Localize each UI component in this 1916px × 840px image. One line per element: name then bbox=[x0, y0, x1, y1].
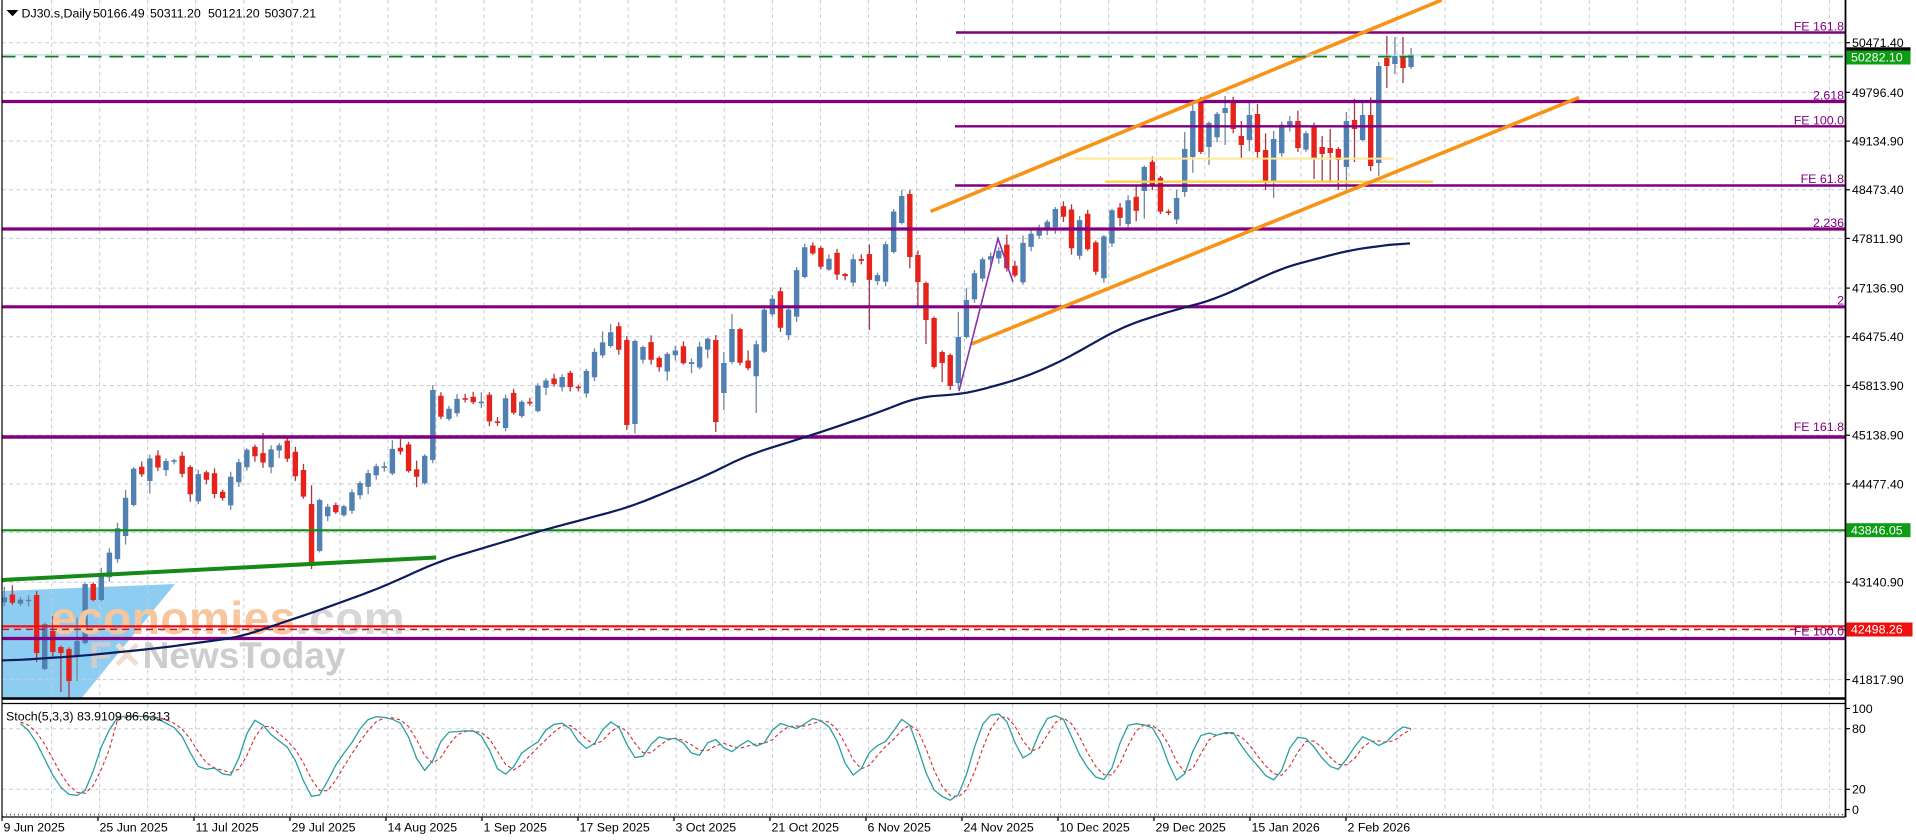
svg-text:24 Nov 2025: 24 Nov 2025 bbox=[964, 821, 1034, 835]
svg-text:FE 161.8: FE 161.8 bbox=[1794, 20, 1844, 34]
svg-text:economies.com: economies.com bbox=[51, 592, 405, 644]
svg-text:50121.20: 50121.20 bbox=[208, 7, 260, 21]
svg-text:15 Jan 2026: 15 Jan 2026 bbox=[1252, 821, 1320, 835]
svg-text:F✕NewsToday: F✕NewsToday bbox=[89, 635, 346, 676]
svg-text:80: 80 bbox=[1852, 722, 1866, 736]
svg-text:FE 161.8: FE 161.8 bbox=[1794, 420, 1844, 434]
svg-text:17 Sep 2025: 17 Sep 2025 bbox=[580, 821, 650, 835]
svg-text:DJ30.s,Daily: DJ30.s,Daily bbox=[22, 7, 92, 21]
svg-text:2 Feb 2026: 2 Feb 2026 bbox=[1348, 821, 1411, 835]
svg-text:25 Jun 2025: 25 Jun 2025 bbox=[100, 821, 168, 835]
svg-text:Stoch(5,3,3) 83.9109 86.6313: Stoch(5,3,3) 83.9109 86.6313 bbox=[6, 710, 170, 724]
svg-text:45813.90: 45813.90 bbox=[1852, 379, 1904, 393]
svg-text:41817.90: 41817.90 bbox=[1852, 673, 1904, 687]
svg-text:2.618: 2.618 bbox=[1813, 89, 1844, 103]
svg-text:47811.90: 47811.90 bbox=[1852, 232, 1903, 246]
svg-text:43140.90: 43140.90 bbox=[1852, 576, 1904, 590]
svg-text:29 Jul 2025: 29 Jul 2025 bbox=[292, 821, 356, 835]
svg-text:11 Jul 2025: 11 Jul 2025 bbox=[196, 821, 259, 835]
svg-text:2: 2 bbox=[1837, 294, 1844, 308]
svg-text:43846.05: 43846.05 bbox=[1851, 523, 1903, 537]
svg-text:2.236: 2.236 bbox=[1813, 216, 1844, 230]
svg-text:FE 100.0: FE 100.0 bbox=[1794, 113, 1844, 127]
svg-text:29 Dec 2025: 29 Dec 2025 bbox=[1156, 821, 1226, 835]
svg-text:21 Oct 2025: 21 Oct 2025 bbox=[772, 821, 840, 835]
svg-text:50471.40: 50471.40 bbox=[1852, 36, 1904, 50]
svg-text:47136.90: 47136.90 bbox=[1852, 282, 1904, 296]
svg-text:6 Nov 2025: 6 Nov 2025 bbox=[868, 821, 931, 835]
svg-text:14 Aug 2025: 14 Aug 2025 bbox=[388, 821, 458, 835]
svg-text:50166.49: 50166.49 bbox=[93, 7, 145, 21]
svg-text:50282.10: 50282.10 bbox=[1851, 51, 1903, 65]
svg-text:50311.20: 50311.20 bbox=[150, 7, 201, 21]
svg-text:3 Oct 2025: 3 Oct 2025 bbox=[676, 821, 737, 835]
svg-text:45138.90: 45138.90 bbox=[1852, 429, 1904, 443]
svg-text:49796.40: 49796.40 bbox=[1852, 86, 1904, 100]
svg-text:1 Sep 2025: 1 Sep 2025 bbox=[484, 821, 547, 835]
svg-text:FE 100.0: FE 100.0 bbox=[1794, 624, 1844, 638]
svg-text:FE 61.8: FE 61.8 bbox=[1801, 172, 1845, 186]
svg-text:9 Jun 2025: 9 Jun 2025 bbox=[4, 821, 65, 835]
svg-text:20: 20 bbox=[1852, 783, 1866, 797]
svg-text:10 Dec 2025: 10 Dec 2025 bbox=[1060, 821, 1130, 835]
svg-text:100: 100 bbox=[1852, 702, 1873, 716]
svg-text:0: 0 bbox=[1852, 803, 1859, 817]
svg-text:42498.26: 42498.26 bbox=[1851, 623, 1903, 637]
svg-text:48473.40: 48473.40 bbox=[1852, 183, 1904, 197]
svg-text:50307.21: 50307.21 bbox=[265, 7, 317, 21]
svg-text:44477.40: 44477.40 bbox=[1852, 477, 1904, 491]
svg-text:46475.40: 46475.40 bbox=[1852, 330, 1904, 344]
svg-text:49134.90: 49134.90 bbox=[1852, 135, 1904, 149]
